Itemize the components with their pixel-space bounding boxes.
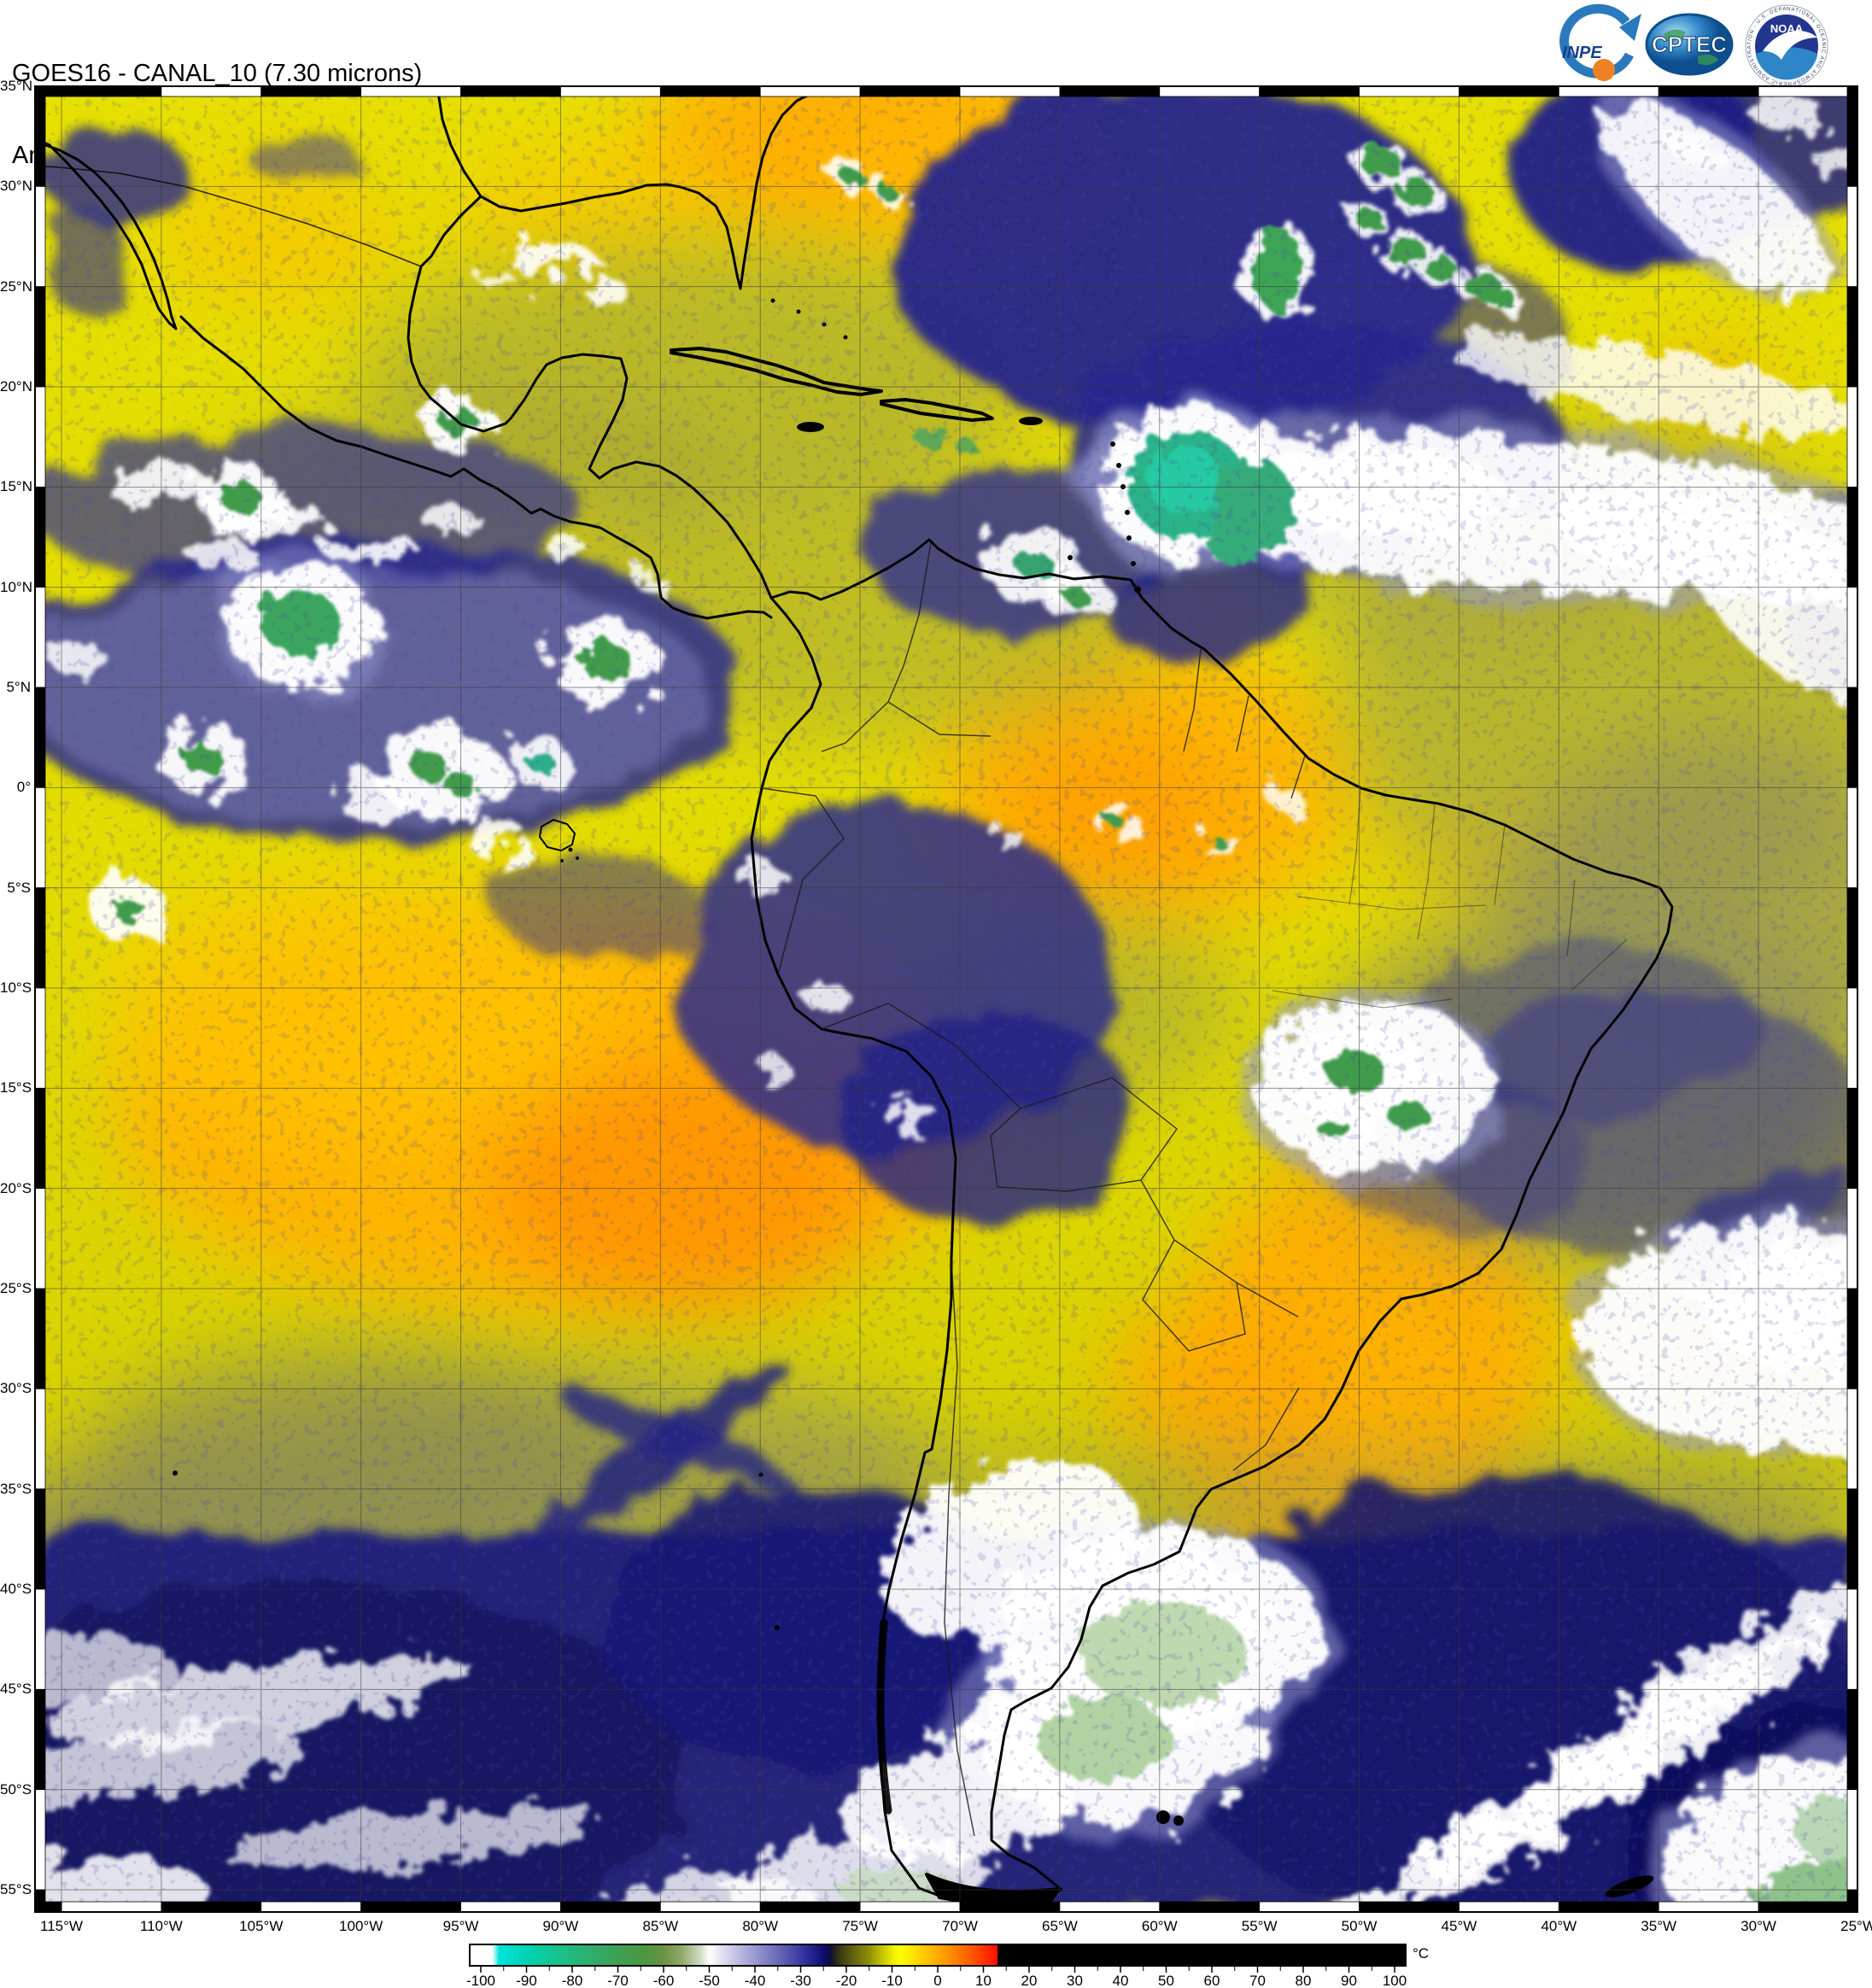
cuba-coastline (670, 347, 883, 396)
cptec-land-icon (1664, 29, 1686, 42)
lat-label: 10°S (0, 979, 32, 996)
lon-label: 85°W (642, 1918, 679, 1934)
colorbar-tick-label: -30 (790, 1973, 811, 1988)
lon-label: 30°W (1740, 1918, 1776, 1934)
temperature-colorbar: -100 -90 -80 -70 -60 -50 -40 -30 -20 -10 0 10 20 30 40… (466, 1944, 1429, 1988)
cptec-logo: CPTEC (1645, 13, 1734, 76)
lat-label: 35°S (0, 1480, 32, 1497)
lon-label: 90°W (542, 1918, 579, 1934)
noaa-seagull-icon (1763, 31, 1817, 60)
lon-label: 55°W (1241, 1918, 1278, 1934)
colorbar-tick-label: 60 (1204, 1973, 1220, 1988)
lat-label: 15°N (0, 478, 32, 495)
colorbar-tick-label: -90 (516, 1973, 537, 1988)
lon-label: 45°W (1441, 1918, 1477, 1934)
lat-label: 35°N (0, 78, 32, 94)
lon-label: 75°W (842, 1918, 878, 1934)
lon-label: 105°W (239, 1918, 284, 1934)
lat-label: 0° (16, 779, 31, 796)
lat-label: 20°S (0, 1179, 32, 1196)
lon-label: 95°W (442, 1918, 479, 1934)
inpe-arrow-icon (1619, 14, 1641, 41)
lon-label: 50°W (1341, 1918, 1378, 1934)
colorbar-tick-label: -100 (466, 1973, 495, 1988)
colorbar-tick-label: 80 (1296, 1973, 1312, 1988)
colorbar-tick-label: -40 (745, 1973, 766, 1988)
mexico-pacific-coastline (179, 315, 773, 620)
colorbar-tick-label: 10 (975, 1973, 992, 1988)
patagonia-fjords (876, 1618, 892, 1815)
graticule (34, 85, 1858, 1913)
lat-label: 55°S (0, 1881, 32, 1897)
galapagos-outline (539, 819, 576, 851)
coastlines (34, 85, 1674, 1908)
agency-logos: INPE CPTEC NATIONAL OCEANIC AND ATMOSPHE… (1559, 2, 1828, 88)
hispaniola-coastline (880, 398, 994, 422)
lon-label: 80°W (742, 1918, 779, 1934)
cptec-land2-icon (1698, 54, 1718, 66)
map-frame (34, 85, 1858, 1913)
inpe-orange-dot-icon (1593, 59, 1615, 81)
colorbar-tick-label: 40 (1113, 1973, 1129, 1988)
puerto-rico (1019, 417, 1043, 425)
lat-label: 5°S (7, 879, 31, 896)
colorbar-tick-label: -10 (881, 1973, 903, 1988)
noaa-ocean-icon (1756, 47, 1817, 80)
inpe-logo: INPE (1559, 3, 1641, 81)
south-georgia (1605, 1875, 1654, 1897)
satellite-map (34, 85, 1858, 1913)
lat-label: 20°N (0, 378, 32, 395)
baja-california-coastline (34, 137, 178, 330)
colorbar-tick-label: 100 (1383, 1973, 1407, 1988)
lon-label: 70°W (942, 1918, 978, 1934)
lon-label: 110°W (139, 1918, 183, 1934)
colorbar-unit-label: °C (1413, 1945, 1429, 1962)
colorbar-gradient (470, 1944, 1406, 1966)
product-title: GOES16 - CANAL_10 (7.30 microns) (12, 60, 423, 87)
lat-label: 15°S (0, 1079, 32, 1096)
lat-label: 50°S (0, 1780, 32, 1798)
frame-tick-band (34, 85, 1858, 1913)
mexico-gulf-yucatan-coastline (407, 195, 773, 599)
colorbar-tick-label: -60 (653, 1973, 675, 1988)
noaa-logo: NATIONAL OCEANIC AND ATMOSPHERIC ADMINIS… (1741, 2, 1828, 88)
lon-label: 115°W (40, 1918, 83, 1934)
colorbar-tick-label: 20 (1021, 1973, 1038, 1988)
lon-label: 40°W (1541, 1918, 1577, 1934)
lat-label: 5°N (6, 679, 31, 695)
lat-label: 30°N (0, 178, 32, 195)
us-gulf-florida-coastline (436, 85, 842, 290)
colorbar-tick-label: 50 (1158, 1973, 1174, 1988)
inpe-label: INPE (1562, 44, 1602, 62)
jamaica (797, 422, 824, 432)
colorbar-tick-label: -50 (699, 1973, 720, 1988)
lon-label: 65°W (1041, 1918, 1078, 1934)
lon-label: 25°W (1840, 1918, 1872, 1934)
colorbar-tick-label: 0 (933, 1973, 941, 1988)
cptec-label: CPTEC (1652, 32, 1727, 57)
colorbar-tick-label: 30 (1067, 1973, 1083, 1988)
lon-label: 100°W (339, 1918, 383, 1934)
lat-label: 40°S (0, 1581, 32, 1597)
colorbar-tick-label: -20 (836, 1973, 857, 1988)
colorbar-tick-label: -80 (562, 1973, 583, 1988)
lat-label: 10°N (0, 578, 32, 595)
lon-label: 60°W (1141, 1918, 1178, 1934)
lat-label: 25°N (0, 278, 32, 295)
us-mexico-border (34, 165, 422, 267)
colorbar-tick-label: 90 (1341, 1973, 1357, 1988)
speckle-texture (34, 85, 1858, 1913)
satellite-image (34, 85, 1858, 1913)
noaa-label: NOAA (1770, 22, 1804, 35)
lat-label: 45°S (0, 1681, 32, 1698)
colorbar-tick-label: -70 (607, 1973, 629, 1988)
lat-label: 30°S (0, 1380, 32, 1397)
lat-label: 25°S (0, 1280, 32, 1296)
colorbar-tick-label: 70 (1249, 1973, 1266, 1988)
lon-label: 35°W (1641, 1918, 1677, 1934)
